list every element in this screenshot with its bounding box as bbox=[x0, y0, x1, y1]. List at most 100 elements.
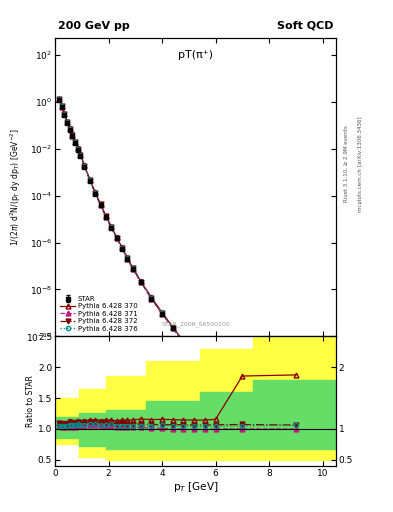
Pythia 6.428 376 bbox=[114, 235, 119, 241]
Pythia 6.428 372 bbox=[119, 245, 124, 251]
Pythia 6.428 370 bbox=[213, 380, 218, 386]
Pythia 6.428 370 bbox=[138, 278, 143, 284]
Pythia 6.428 371 bbox=[119, 245, 124, 251]
Pythia 6.428 372 bbox=[192, 353, 196, 359]
Pythia 6.428 371 bbox=[57, 96, 61, 102]
Pythia 6.428 376 bbox=[88, 177, 92, 183]
Pythia 6.428 376 bbox=[57, 96, 61, 102]
Pythia 6.428 372 bbox=[160, 310, 164, 316]
Pythia 6.428 370 bbox=[192, 352, 196, 358]
Line: Pythia 6.428 370: Pythia 6.428 370 bbox=[57, 96, 298, 429]
Pythia 6.428 370 bbox=[294, 423, 298, 429]
Pythia 6.428 370 bbox=[103, 212, 108, 219]
Pythia 6.428 376 bbox=[62, 111, 67, 117]
Pythia 6.428 376 bbox=[67, 126, 72, 132]
Pythia 6.428 376 bbox=[213, 381, 218, 387]
Pythia 6.428 372 bbox=[103, 213, 108, 219]
Text: Rivet 3.1.10, ≥ 2.9M events: Rivet 3.1.10, ≥ 2.9M events bbox=[344, 125, 349, 202]
X-axis label: p$_T$ [GeV]: p$_T$ [GeV] bbox=[173, 480, 218, 495]
Pythia 6.428 370 bbox=[78, 152, 83, 158]
Pythia 6.428 371 bbox=[67, 126, 72, 132]
Pythia 6.428 371 bbox=[138, 279, 143, 285]
Pythia 6.428 371 bbox=[78, 152, 83, 158]
Line: Pythia 6.428 371: Pythia 6.428 371 bbox=[57, 97, 298, 435]
Pythia 6.428 372 bbox=[294, 429, 298, 435]
Pythia 6.428 376 bbox=[109, 224, 114, 230]
Pythia 6.428 370 bbox=[93, 189, 97, 196]
Pythia 6.428 372 bbox=[78, 152, 83, 158]
Pythia 6.428 371 bbox=[160, 311, 164, 317]
Pythia 6.428 376 bbox=[149, 295, 154, 302]
Pythia 6.428 371 bbox=[103, 214, 108, 220]
Pythia 6.428 372 bbox=[138, 279, 143, 285]
Pythia 6.428 376 bbox=[160, 310, 164, 316]
Pythia 6.428 371 bbox=[98, 202, 103, 208]
Pythia 6.428 376 bbox=[65, 119, 70, 125]
Pythia 6.428 376 bbox=[59, 103, 64, 110]
Pythia 6.428 370 bbox=[88, 177, 92, 183]
Pythia 6.428 376 bbox=[93, 190, 97, 196]
Pythia 6.428 370 bbox=[98, 201, 103, 207]
Line: Pythia 6.428 376: Pythia 6.428 376 bbox=[57, 97, 298, 434]
Pythia 6.428 370 bbox=[202, 366, 207, 372]
Line: Pythia 6.428 372: Pythia 6.428 372 bbox=[57, 96, 298, 434]
Pythia 6.428 376 bbox=[294, 429, 298, 435]
Pythia 6.428 376 bbox=[73, 139, 77, 145]
Pythia 6.428 372 bbox=[213, 380, 218, 387]
Pythia 6.428 372 bbox=[62, 111, 67, 117]
Pythia 6.428 376 bbox=[75, 146, 80, 152]
Pythia 6.428 376 bbox=[78, 152, 83, 158]
Pythia 6.428 372 bbox=[114, 234, 119, 241]
Pythia 6.428 370 bbox=[130, 264, 135, 270]
Pythia 6.428 372 bbox=[88, 177, 92, 183]
Pythia 6.428 371 bbox=[73, 139, 77, 145]
Pythia 6.428 371 bbox=[109, 224, 114, 230]
Pythia 6.428 376 bbox=[70, 133, 75, 139]
Pythia 6.428 370 bbox=[75, 145, 80, 152]
Pythia 6.428 376 bbox=[130, 265, 135, 271]
Pythia 6.428 370 bbox=[57, 96, 61, 102]
Pythia 6.428 371 bbox=[192, 353, 196, 359]
Pythia 6.428 372 bbox=[130, 265, 135, 271]
Pythia 6.428 372 bbox=[67, 125, 72, 132]
Pythia 6.428 370 bbox=[73, 139, 77, 145]
Pythia 6.428 370 bbox=[70, 132, 75, 138]
Pythia 6.428 371 bbox=[171, 325, 175, 331]
Pythia 6.428 370 bbox=[149, 294, 154, 301]
Pythia 6.428 371 bbox=[240, 400, 245, 407]
Pythia 6.428 371 bbox=[125, 255, 130, 262]
Pythia 6.428 376 bbox=[125, 255, 130, 262]
Pythia 6.428 370 bbox=[67, 125, 72, 132]
Pythia 6.428 371 bbox=[181, 339, 186, 346]
Pythia 6.428 372 bbox=[73, 139, 77, 145]
Pythia 6.428 376 bbox=[82, 163, 87, 169]
Pythia 6.428 371 bbox=[59, 103, 64, 110]
Y-axis label: Ratio to STAR: Ratio to STAR bbox=[26, 375, 35, 427]
Pythia 6.428 376 bbox=[240, 400, 245, 406]
Pythia 6.428 372 bbox=[59, 103, 64, 109]
Pythia 6.428 371 bbox=[75, 146, 80, 152]
Pythia 6.428 372 bbox=[65, 119, 70, 125]
Pythia 6.428 371 bbox=[213, 381, 218, 388]
Pythia 6.428 372 bbox=[181, 339, 186, 345]
Pythia 6.428 371 bbox=[88, 177, 92, 183]
Text: pT(π⁺): pT(π⁺) bbox=[178, 50, 213, 60]
Pythia 6.428 376 bbox=[98, 202, 103, 208]
Text: mcplots.cern.ch [arXiv:1306.3436]: mcplots.cern.ch [arXiv:1306.3436] bbox=[358, 116, 363, 211]
Pythia 6.428 371 bbox=[82, 163, 87, 169]
Pythia 6.428 370 bbox=[114, 234, 119, 240]
Pythia 6.428 376 bbox=[202, 367, 207, 373]
Pythia 6.428 372 bbox=[70, 132, 75, 138]
Pythia 6.428 370 bbox=[240, 394, 245, 400]
Pythia 6.428 372 bbox=[93, 189, 97, 196]
Pythia 6.428 372 bbox=[202, 367, 207, 373]
Pythia 6.428 371 bbox=[62, 112, 67, 118]
Pythia 6.428 376 bbox=[138, 279, 143, 285]
Pythia 6.428 370 bbox=[119, 244, 124, 250]
Pythia 6.428 370 bbox=[62, 111, 67, 117]
Pythia 6.428 370 bbox=[82, 162, 87, 168]
Pythia 6.428 371 bbox=[93, 190, 97, 196]
Pythia 6.428 370 bbox=[125, 254, 130, 261]
Text: STAR_2006_S6500200: STAR_2006_S6500200 bbox=[161, 322, 230, 328]
Pythia 6.428 376 bbox=[181, 339, 186, 345]
